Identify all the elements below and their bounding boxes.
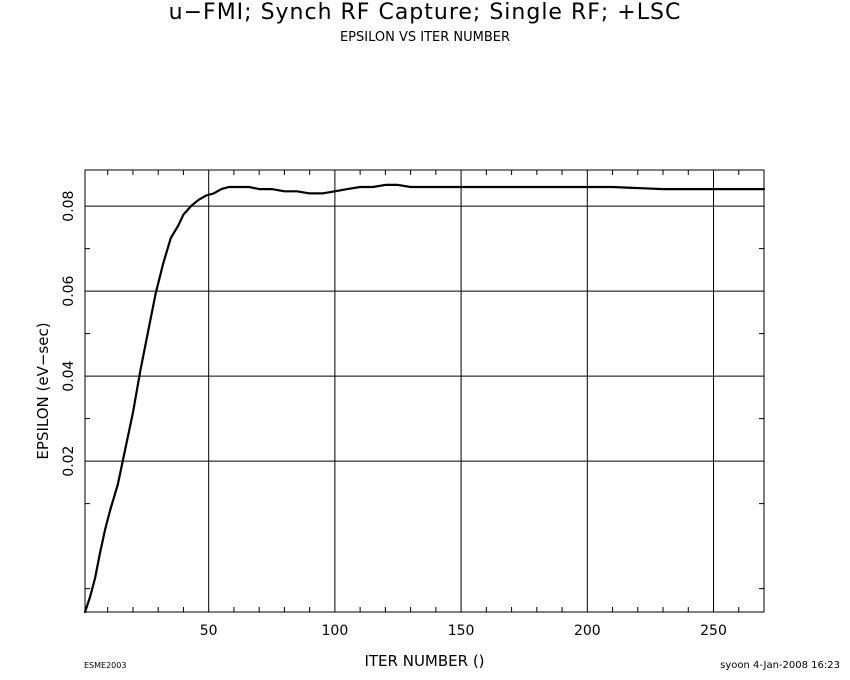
chart-subtitle: EPSILON VS ITER NUMBER <box>339 30 511 45</box>
footer-user-timestamp: syoon 4-Jan-2008 16:23 <box>720 660 840 671</box>
x-tick-label: 100 <box>322 623 349 639</box>
y-tick-label: 0.06 <box>61 275 77 306</box>
ticks-layer <box>85 170 765 612</box>
chart-title: u−FMI; Synch RF Capture; Single RF; +LSC <box>168 0 682 25</box>
plot-frame <box>84 169 765 613</box>
x-axis-label: ITER NUMBER () <box>364 652 484 670</box>
y-tick-label: 0.02 <box>61 446 77 477</box>
x-tick-label: 50 <box>200 623 218 639</box>
y-tick-label: 0.08 <box>61 191 77 222</box>
x-tick-label: 150 <box>448 623 475 639</box>
tick-labels-layer: 50 100 150 200 250 0.02 0.04 0.06 0.08 <box>61 191 727 639</box>
y-axis-label: EPSILON (eV−sec) <box>34 322 52 459</box>
grid-layer <box>85 170 764 612</box>
x-tick-label: 200 <box>574 623 601 639</box>
x-tick-label: 250 <box>700 623 727 639</box>
y-tick-label: 0.04 <box>61 360 77 391</box>
series-line-epsilon <box>83 183 766 614</box>
footer-program-label: ESME2003 <box>84 661 127 670</box>
